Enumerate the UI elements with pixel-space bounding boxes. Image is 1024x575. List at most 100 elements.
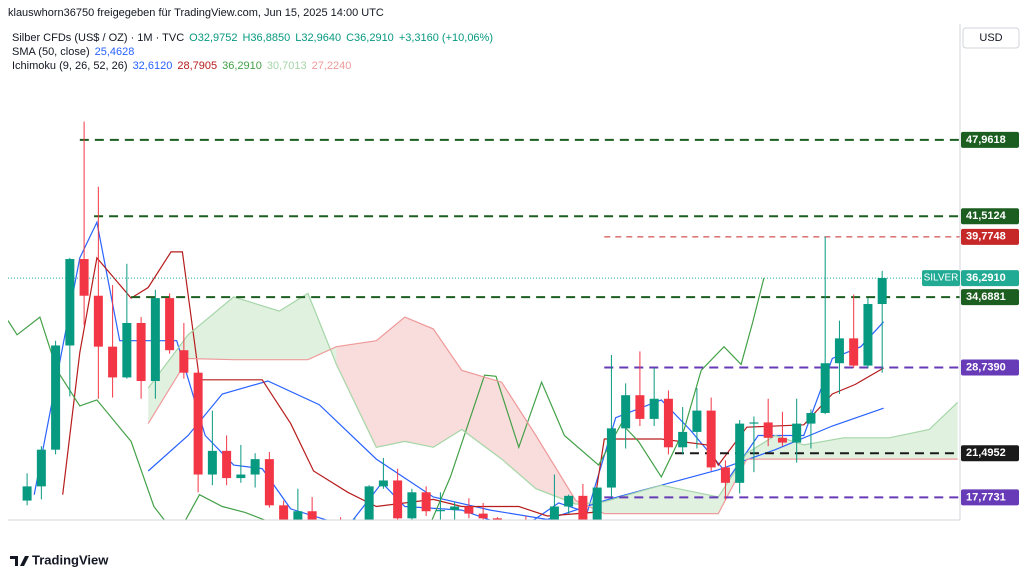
level-label-box <box>961 228 1019 245</box>
cloud-segment <box>233 296 280 360</box>
candle-body <box>165 298 175 351</box>
candle-body <box>79 259 89 296</box>
header: klauswhorn36750 freigegeben für TradingV… <box>8 7 384 19</box>
cloud-segment <box>461 370 502 460</box>
ohlc-value: +3,3160 (+10,06%) <box>399 32 493 44</box>
ohlc-value: L32,9640 <box>295 32 341 44</box>
candle-body <box>706 410 716 468</box>
candle-body <box>749 422 759 424</box>
candle-body <box>492 518 502 520</box>
logo-icon <box>10 556 29 566</box>
candle-body <box>592 487 602 520</box>
level-label: 39,7748 <box>966 231 1006 243</box>
level-label: 28,7390 <box>966 361 1006 373</box>
candle-body <box>435 510 445 512</box>
level-label: 41,5124 <box>966 210 1007 222</box>
candle-body <box>564 495 574 507</box>
candle-body <box>293 511 303 520</box>
candle-body <box>478 513 488 519</box>
candle-body <box>122 322 132 378</box>
legend-entry: SMA (50, close) <box>12 46 90 58</box>
cloud-segment <box>929 402 958 460</box>
cloud-segment <box>889 429 930 460</box>
cloud-segment <box>188 296 234 360</box>
candle-body <box>763 422 773 438</box>
level-labels: 47,9618 41,5124 39,7748 34,6881 28,7390 21,49… <box>922 131 1019 506</box>
candle-body <box>51 345 61 450</box>
level-label-box <box>961 131 1019 148</box>
candle-body <box>93 295 103 347</box>
cloud-segment <box>661 485 719 514</box>
cloud-segment <box>433 328 462 448</box>
candle-body <box>264 459 274 506</box>
candle-body <box>150 298 160 381</box>
candle-body <box>877 277 887 305</box>
level-label: 17,7731 <box>966 491 1006 503</box>
cloud-segment <box>843 437 890 460</box>
candle-body <box>606 428 616 488</box>
candle-body <box>720 467 730 483</box>
brand-logo <box>10 556 29 566</box>
candle-body <box>820 363 830 413</box>
candle-body <box>663 398 673 448</box>
legend-value: 27,2240 <box>312 60 352 72</box>
candle-body <box>792 423 802 443</box>
candle-body <box>378 480 388 487</box>
candle-body <box>236 474 246 479</box>
candle-body <box>393 480 403 519</box>
candle-body <box>549 506 559 520</box>
level-label-box <box>961 270 1019 287</box>
candle-body <box>250 459 260 475</box>
level-label-box <box>961 445 1019 462</box>
candle-body <box>307 511 317 520</box>
candle-body <box>735 423 745 483</box>
candle-body <box>834 338 844 364</box>
candle-body <box>863 304 873 366</box>
candle-body <box>621 395 631 429</box>
ohlc-value: O32,9752 <box>189 32 237 44</box>
candle-body <box>36 449 46 487</box>
brand: TradingView <box>32 552 109 567</box>
level-label-box <box>961 489 1019 506</box>
level-label-box <box>961 289 1019 306</box>
cloud-segment <box>604 485 662 514</box>
candle-body <box>464 506 474 514</box>
candle-body <box>279 505 289 520</box>
candle-body <box>849 338 859 366</box>
candle-body <box>635 395 645 419</box>
candle-body <box>692 410 702 432</box>
candle-body <box>421 492 431 512</box>
cloud-segment <box>279 293 308 360</box>
currency-box[interactable] <box>962 27 1020 49</box>
cloud-segment <box>501 382 536 489</box>
candle-body <box>222 450 232 479</box>
level-label: 47,9618 <box>966 134 1006 146</box>
level-label: 21,4952 <box>966 447 1006 459</box>
indicator-line <box>62 251 884 517</box>
legend-value: 36,2910 <box>222 60 262 72</box>
candle-body <box>364 486 374 520</box>
candle-body <box>193 372 203 475</box>
price-name-box <box>922 270 960 287</box>
candle-body <box>649 398 659 419</box>
candle-body <box>678 431 688 448</box>
candle-body <box>108 346 118 378</box>
legend-title: Silber CFDs (US$ / OZ) · 1M · TVC <box>12 32 184 44</box>
candle-body <box>578 495 588 520</box>
legend-value: 32,6120 <box>133 60 173 72</box>
candle-body <box>207 450 217 475</box>
cloud-segment <box>376 317 405 448</box>
ohlc-value: H36,8850 <box>242 32 290 44</box>
level-label-box <box>961 359 1019 376</box>
cloud-segment <box>148 334 189 424</box>
cloud-segment <box>404 317 434 448</box>
candle-body <box>136 322 146 381</box>
cloud-segment <box>336 340 377 448</box>
candle-body <box>777 437 787 443</box>
currency[interactable]: USD <box>979 32 1002 44</box>
legend-entry: Ichimoku (9, 26, 52, 26) <box>12 60 128 72</box>
level-label: 34,6881 <box>966 291 1006 303</box>
price-name: SILVER <box>924 273 959 284</box>
indicator-line <box>147 292 959 505</box>
